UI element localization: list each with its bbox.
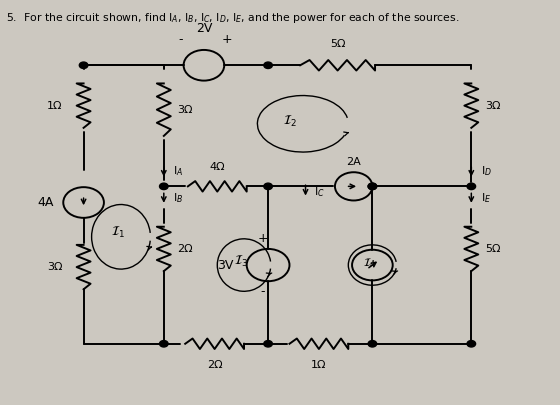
- Text: $\mathcal{I}_2$: $\mathcal{I}_2$: [283, 114, 296, 129]
- Text: 5.  For the circuit shown, find I$_A$, I$_B$, I$_C$, I$_D$, I$_E$, and the power: 5. For the circuit shown, find I$_A$, I$…: [6, 11, 460, 25]
- Text: 5Ω: 5Ω: [485, 244, 500, 254]
- Text: 2A: 2A: [346, 157, 361, 167]
- Text: $\mathcal{I}_1$: $\mathcal{I}_1$: [111, 225, 125, 240]
- Circle shape: [368, 341, 377, 347]
- Text: +: +: [258, 232, 268, 245]
- Text: I$_C$: I$_C$: [314, 185, 324, 199]
- Circle shape: [467, 183, 475, 190]
- Text: 2Ω: 2Ω: [177, 244, 193, 254]
- Circle shape: [368, 183, 377, 190]
- Text: 3Ω: 3Ω: [46, 262, 62, 272]
- Text: -: -: [260, 285, 265, 298]
- Text: 4Ω: 4Ω: [209, 162, 225, 172]
- Text: $\mathcal{I}_4$: $\mathcal{I}_4$: [363, 256, 376, 270]
- Text: 3Ω: 3Ω: [177, 104, 193, 115]
- Circle shape: [467, 341, 475, 347]
- Text: 2V: 2V: [196, 21, 212, 34]
- Circle shape: [264, 183, 272, 190]
- Circle shape: [368, 183, 377, 190]
- Text: -: -: [179, 33, 183, 46]
- Text: I$_D$: I$_D$: [481, 164, 492, 178]
- Text: 3Ω: 3Ω: [485, 100, 500, 111]
- Circle shape: [264, 341, 272, 347]
- Text: 3V: 3V: [217, 258, 234, 272]
- Text: 4A: 4A: [38, 196, 54, 209]
- Text: 1Ω: 1Ω: [46, 100, 62, 111]
- Circle shape: [264, 62, 272, 68]
- Text: 2Ω: 2Ω: [207, 360, 222, 370]
- Text: 5Ω: 5Ω: [330, 39, 346, 49]
- Circle shape: [80, 62, 88, 68]
- Text: I$_B$: I$_B$: [174, 192, 184, 205]
- Circle shape: [160, 183, 168, 190]
- Text: I$_E$: I$_E$: [481, 192, 491, 205]
- Text: +: +: [222, 33, 232, 46]
- Circle shape: [160, 341, 168, 347]
- Text: I$_A$: I$_A$: [174, 164, 184, 178]
- Text: 1Ω: 1Ω: [311, 360, 326, 370]
- Text: $\mathcal{I}_3$: $\mathcal{I}_3$: [234, 254, 249, 269]
